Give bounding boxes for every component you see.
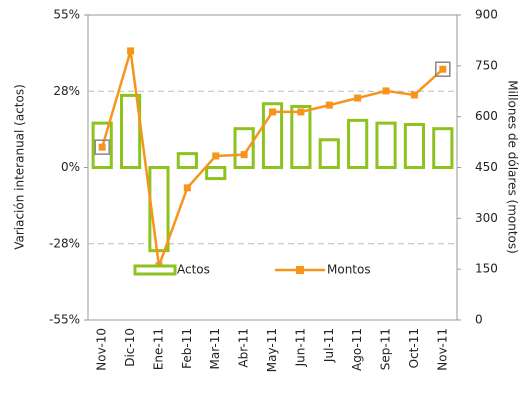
x-tick-label: Ago-11 bbox=[350, 328, 364, 371]
point bbox=[325, 101, 333, 109]
y2-tick-label: 600 bbox=[475, 109, 498, 123]
bar bbox=[347, 118, 369, 170]
highlight-box bbox=[435, 61, 451, 77]
x-tick-label: Abr-11 bbox=[237, 328, 251, 368]
bar bbox=[290, 105, 312, 169]
x-tick-label: Oct-11 bbox=[407, 328, 421, 368]
bar bbox=[205, 166, 227, 181]
x-tick-label: Nov-10 bbox=[95, 328, 109, 371]
x-tick-label: Mar-11 bbox=[208, 328, 222, 369]
y2-tick-label: 150 bbox=[475, 262, 498, 276]
bar bbox=[119, 93, 142, 169]
bar bbox=[318, 138, 340, 169]
y2-tick-label: 300 bbox=[475, 211, 498, 225]
point bbox=[297, 108, 305, 116]
bar bbox=[375, 121, 397, 169]
point bbox=[240, 151, 248, 159]
point bbox=[98, 143, 106, 151]
point bbox=[269, 108, 276, 116]
x-tick-label: Sep-11 bbox=[379, 328, 393, 370]
x-tick-label: Jul-11 bbox=[322, 328, 336, 363]
legend-label: Actos bbox=[177, 263, 210, 277]
point bbox=[183, 184, 191, 192]
y-tick-label: 0% bbox=[61, 160, 80, 174]
legend-swatch bbox=[296, 266, 304, 274]
point bbox=[212, 152, 220, 160]
point bbox=[382, 87, 390, 95]
bar bbox=[176, 152, 198, 170]
x-tick-label: May-11 bbox=[265, 328, 279, 372]
y2-tick-label: 450 bbox=[475, 160, 498, 174]
x-tick-label: Nov-11 bbox=[435, 328, 449, 371]
point bbox=[410, 91, 418, 99]
y-tick-label: 28% bbox=[53, 84, 80, 98]
highlight-box bbox=[94, 139, 110, 155]
y-tick-label: -28% bbox=[49, 236, 80, 250]
x-tick-label: Feb-11 bbox=[180, 328, 194, 369]
y-tick-label: 55% bbox=[53, 8, 80, 22]
y2-tick-label: 0 bbox=[475, 313, 483, 327]
x-tick-label: Dic-10 bbox=[123, 328, 137, 367]
y2-tick-label: 900 bbox=[475, 8, 498, 22]
x-tick-label: Jun-11 bbox=[293, 328, 307, 367]
point bbox=[127, 47, 135, 55]
x-tick-label: Ene-11 bbox=[151, 328, 165, 370]
bar bbox=[432, 127, 454, 170]
legend-swatch bbox=[133, 264, 177, 276]
point bbox=[354, 94, 362, 102]
y-axis-label: Variación interanual (actos) bbox=[13, 84, 27, 250]
y2-tick-label: 750 bbox=[475, 58, 498, 72]
y-tick-label: -55% bbox=[49, 313, 80, 327]
legend-label: Montos bbox=[327, 263, 371, 277]
y2-axis-label: Millones de dólares (montos) bbox=[506, 80, 520, 254]
bar bbox=[233, 127, 255, 170]
bar bbox=[403, 123, 426, 169]
point bbox=[439, 65, 447, 73]
